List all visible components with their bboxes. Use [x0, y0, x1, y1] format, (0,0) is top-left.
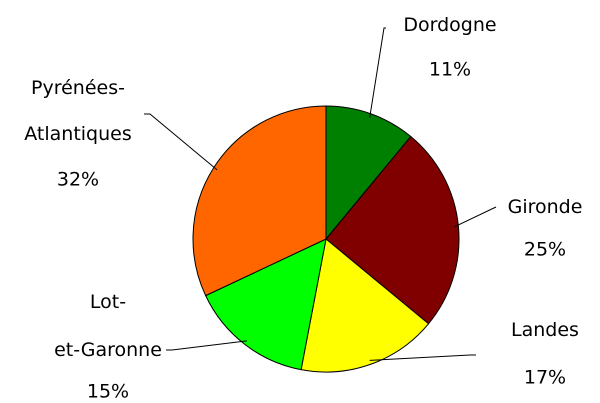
leader-line — [369, 354, 476, 361]
slice-label-line: Pyrénées- — [31, 77, 125, 99]
leader-line — [454, 206, 497, 228]
slice-value-label: 17% — [524, 367, 566, 389]
slice-label: Landes — [511, 319, 579, 341]
slice-value-label: 25% — [524, 239, 566, 261]
slice-value-label: 11% — [429, 59, 471, 81]
leader-line — [369, 27, 386, 118]
leader-line — [166, 340, 247, 351]
slice-label-line: Dordogne — [403, 14, 496, 36]
slice-label: Lot-et-Garonne — [54, 291, 162, 361]
slice-label-line: Gironde — [508, 196, 583, 218]
slice-label: Pyrénées- Atlantiques — [24, 77, 132, 145]
pie-slice — [325, 105, 412, 241]
slice-label: Gironde — [508, 196, 583, 218]
slice-value-label: 32% — [57, 169, 99, 191]
slice-label: Dordogne — [403, 14, 496, 36]
pie-slice — [192, 105, 327, 297]
slice-label-line: Lot- — [90, 291, 126, 313]
leader-line — [144, 113, 218, 171]
slice-label-line: Landes — [511, 319, 579, 341]
pie-slice — [300, 238, 430, 373]
slice-label-line: et-Garonne — [54, 339, 162, 361]
slice-value-label: 15% — [87, 381, 129, 403]
pie-slice — [204, 238, 327, 371]
pie-slice — [325, 135, 460, 325]
slice-label-line: Atlantiques — [24, 123, 132, 145]
